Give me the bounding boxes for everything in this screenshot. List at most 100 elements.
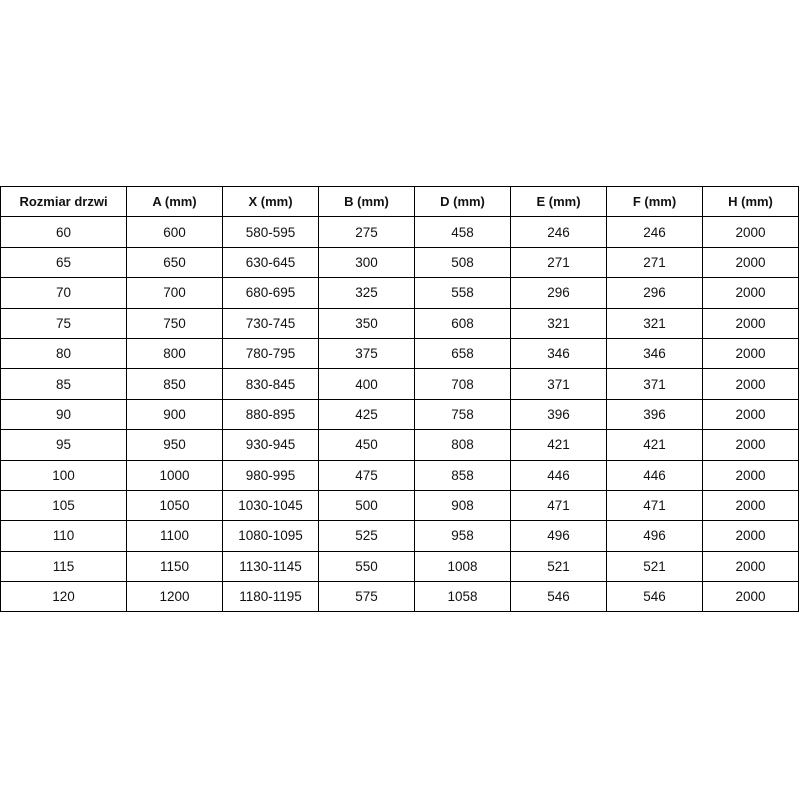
- table-cell: 1100: [126, 520, 223, 552]
- header-cell: X (mm): [222, 185, 319, 218]
- table-cell: 396: [510, 398, 607, 431]
- table-cell: 271: [606, 246, 703, 279]
- table-cell: 730-745: [222, 307, 319, 339]
- table-cell: 70: [0, 277, 127, 309]
- table-row: 100 1000 980-995 475 858 446 446 2000: [0, 459, 799, 491]
- table-cell: 1200: [126, 581, 223, 613]
- table-cell: 371: [606, 368, 703, 400]
- table-cell: 1080-1095: [222, 520, 319, 552]
- table-cell: 2000: [702, 337, 799, 370]
- table-cell: 105: [0, 489, 127, 522]
- table-cell: 980-995: [222, 459, 319, 491]
- table-cell: 275: [318, 216, 415, 248]
- table-row: 75 750 730-745 350 608 321 321 2000: [0, 307, 799, 339]
- table-cell: 930-945: [222, 429, 319, 461]
- table-cell: 758: [414, 398, 511, 431]
- table-cell: 521: [510, 550, 607, 583]
- table-cell: 1000: [126, 459, 223, 491]
- table-cell: 100: [0, 459, 127, 491]
- table-cell: 346: [606, 337, 703, 370]
- header-cell: F (mm): [606, 185, 703, 218]
- table-cell: 780-795: [222, 337, 319, 370]
- table-cell: 1180-1195: [222, 581, 319, 613]
- table-cell: 296: [510, 277, 607, 309]
- header-cell: A (mm): [126, 185, 223, 218]
- header-row: Rozmiar drzwi A (mm) X (mm) B (mm) D (mm) E (…: [0, 185, 799, 218]
- table-cell: 85: [0, 368, 127, 400]
- table-cell: 521: [606, 550, 703, 583]
- header-cell: E (mm): [510, 185, 607, 218]
- table-cell: 246: [510, 216, 607, 248]
- table-cell: 658: [414, 337, 511, 370]
- table-cell: 425: [318, 398, 415, 431]
- table-cell: 908: [414, 489, 511, 522]
- table-header: Rozmiar drzwi A (mm) X (mm) B (mm) D (mm) E (…: [0, 185, 799, 218]
- table-cell: 2000: [702, 459, 799, 491]
- table-cell: 471: [510, 489, 607, 522]
- table-cell: 421: [510, 429, 607, 461]
- table-cell: 421: [606, 429, 703, 461]
- table-cell: 371: [510, 368, 607, 400]
- header-cell: Rozmiar drzwi: [0, 185, 127, 218]
- table-cell: 80: [0, 337, 127, 370]
- table-cell: 580-595: [222, 216, 319, 248]
- table-cell: 880-895: [222, 398, 319, 431]
- table-cell: 800: [126, 337, 223, 370]
- table-cell: 1150: [126, 550, 223, 583]
- table-cell: 458: [414, 216, 511, 248]
- table-cell: 375: [318, 337, 415, 370]
- table-cell: 900: [126, 398, 223, 431]
- table-cell: 1058: [414, 581, 511, 613]
- table-cell: 346: [510, 337, 607, 370]
- table-row: 80 800 780-795 375 658 346 346 2000: [0, 337, 799, 370]
- table-cell: 558: [414, 277, 511, 309]
- table-cell: 321: [510, 307, 607, 339]
- table-cell: 600: [126, 216, 223, 248]
- table-row: 95 950 930-945 450 808 421 421 2000: [0, 429, 799, 461]
- table-cell: 60: [0, 216, 127, 248]
- table-cell: 750: [126, 307, 223, 339]
- table-row: 105 1050 1030-1045 500 908 471 471 2000: [0, 489, 799, 522]
- table-cell: 110: [0, 520, 127, 552]
- table-cell: 550: [318, 550, 415, 583]
- table-cell: 446: [606, 459, 703, 491]
- table-cell: 450: [318, 429, 415, 461]
- table-cell: 1008: [414, 550, 511, 583]
- table-cell: 650: [126, 246, 223, 279]
- table-cell: 500: [318, 489, 415, 522]
- table-cell: 496: [606, 520, 703, 552]
- dimensions-table: Rozmiar drzwi A (mm) X (mm) B (mm) D (mm) E (…: [0, 185, 799, 613]
- table-cell: 2000: [702, 489, 799, 522]
- table-cell: 65: [0, 246, 127, 279]
- table-cell: 508: [414, 246, 511, 279]
- table-row: 60 600 580-595 275 458 246 246 2000: [0, 216, 799, 248]
- table-cell: 2000: [702, 398, 799, 431]
- header-cell: B (mm): [318, 185, 415, 218]
- table-cell: 2000: [702, 581, 799, 613]
- table-cell: 2000: [702, 216, 799, 248]
- table-cell: 1030-1045: [222, 489, 319, 522]
- table-cell: 708: [414, 368, 511, 400]
- table-cell: 546: [510, 581, 607, 613]
- table-cell: 325: [318, 277, 415, 309]
- table-cell: 2000: [702, 520, 799, 552]
- table-cell: 95: [0, 429, 127, 461]
- table-cell: 475: [318, 459, 415, 491]
- table-cell: 525: [318, 520, 415, 552]
- table-cell: 546: [606, 581, 703, 613]
- table-cell: 2000: [702, 550, 799, 583]
- table-row: 120 1200 1180-1195 575 1058 546 546 2000: [0, 581, 799, 613]
- table-cell: 2000: [702, 368, 799, 400]
- table-cell: 2000: [702, 277, 799, 309]
- table-cell: 90: [0, 398, 127, 431]
- table-cell: 575: [318, 581, 415, 613]
- table-cell: 1130-1145: [222, 550, 319, 583]
- table-cell: 958: [414, 520, 511, 552]
- table-cell: 1050: [126, 489, 223, 522]
- table-cell: 700: [126, 277, 223, 309]
- table-cell: 115: [0, 550, 127, 583]
- table-cell: 680-695: [222, 277, 319, 309]
- table-row: 115 1150 1130-1145 550 1008 521 521 2000: [0, 550, 799, 583]
- header-cell: D (mm): [414, 185, 511, 218]
